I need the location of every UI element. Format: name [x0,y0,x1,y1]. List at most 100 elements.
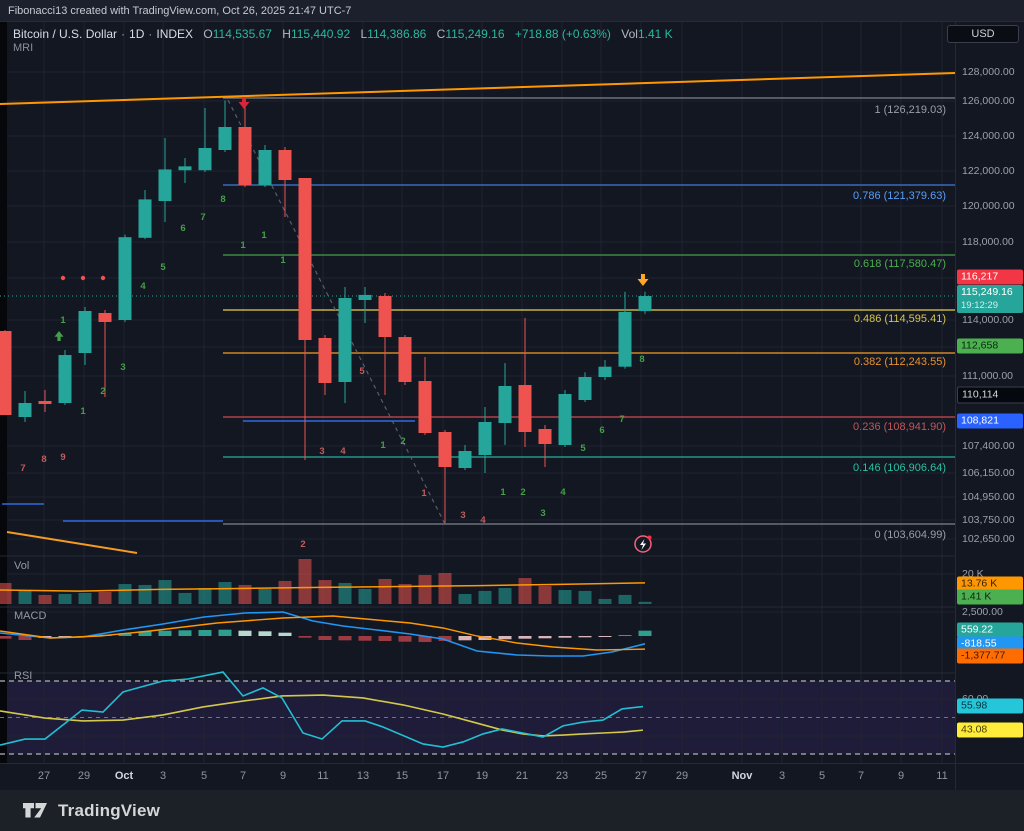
fib-level-label: 1 (126,219.03) [874,104,946,116]
macd-histogram-bar [338,636,352,641]
chart-canvas[interactable]: 1 1 2 3 4 5 6 7 8 1 1 1 1 2 1 2 3 4 5 6 7 8 7 8 9 2 3 4 5 1 3 4 [0,22,955,763]
price-axis-tag: 43.08 [957,722,1023,738]
price-axis-tag: 112,658 [957,338,1023,354]
fib-level-label: 0.486 (114,595.41) [853,313,946,325]
candle-up [458,451,472,468]
time-axis-tick: 29 [77,770,91,782]
time-axis-tick: 5 [200,770,208,782]
volume-bar [138,584,152,604]
volume-bar [378,578,392,604]
macd-histogram-bar [558,636,572,638]
candle-down [298,178,312,341]
fib-level-label: 0.786 (121,379.63) [853,190,946,202]
price-axis-tick: 111,000.00 [962,370,1013,382]
price-axis-tag: -818.55 [957,636,1023,652]
td-count-number: 7 [619,414,624,425]
macd-histogram-bar [158,630,172,636]
macd-histogram-bar [498,636,512,640]
time-axis-tick: 21 [515,770,529,782]
candle-down [418,381,432,433]
price-axis-tag: 116,217 [957,269,1023,285]
td-count-number: 8 [220,194,225,205]
time-axis-tick: 27 [634,770,648,782]
volume-bar [418,574,432,604]
tag-value: 115,249.16 [961,286,1013,298]
volume-bar [238,584,252,604]
tag-value: 108,821 [961,414,999,427]
time-axis-tick: 7 [239,770,247,782]
volume-bar [338,582,352,604]
time-axis-tick: 3 [159,770,167,782]
volume-bar [118,584,132,604]
candle-down [538,429,552,445]
volume-ma-line [0,582,646,592]
candle-up [138,199,152,238]
td-count-number: 1 [421,488,427,499]
volume-pane-label[interactable]: Vol [14,560,30,572]
symbol-title[interactable]: Bitcoin / U.S. Dollar [13,27,118,41]
td-count-number: 1 [80,406,86,417]
time-axis-tick: 19 [475,770,489,782]
candle-down [318,338,332,383]
signal-dot [80,275,86,281]
interval-label[interactable]: 1D [129,27,145,41]
time-axis[interactable]: 27 29 Oct 3 5 7 9 11 13 15 17 19 21 23 25 27 29 Nov 3 5 7 9 11 [0,763,1024,791]
time-axis-tick: 9 [897,770,905,782]
td-count-number: 8 [41,454,46,465]
td-count-number: 3 [120,362,125,373]
volume-bar [0,582,12,604]
time-axis-tick: 25 [594,770,608,782]
volume-bar [38,594,52,604]
macd-histogram-bar [58,636,72,637]
macd-pane-label[interactable]: MACD [14,610,47,622]
macd-histogram-bar [278,632,292,636]
volume-bar [218,582,232,604]
time-axis-tick: 11 [936,770,948,782]
tag-value: 112,658 [961,339,999,352]
volume-bar [58,594,72,604]
flash-badge-dot [647,535,652,540]
tradingview-logo-icon[interactable] [20,800,50,822]
td-count-number: 6 [180,223,185,234]
td-count-number: 4 [140,281,146,292]
macd-line [0,611,646,657]
candle-down [0,331,12,416]
indicator-legend-mri[interactable]: MRI [13,42,34,54]
td-count-number: 1 [280,255,286,266]
candle-down [238,126,252,185]
macd-histogram-bar [298,636,312,638]
exchange-label: INDEX [156,27,194,41]
price-axis-tag: 13.76 K [957,576,1023,592]
candle-down [518,385,532,432]
volume-bar [318,580,332,604]
td-count-number: 3 [460,510,465,521]
footer-brand[interactable]: TradingView [58,800,161,820]
macd-histogram-bar [398,636,412,642]
macd-histogram-bar [518,636,532,639]
rsi-pane-label[interactable]: RSI [14,670,33,682]
signal-dot [100,275,106,281]
open-label: O [203,27,213,41]
candle-up [578,376,592,401]
macd-histogram-bar [638,630,652,636]
macd-histogram-bar [178,630,192,636]
candle-up [358,294,372,301]
td-count-number: 5 [580,443,586,454]
price-axis-tag: -1,377.77 [957,648,1023,664]
td-count-number: 2 [400,436,405,447]
macd-histogram-bar [0,636,12,639]
td-count-number: 5 [359,366,365,377]
volume-bar [438,572,452,604]
tag-value: 559.22 [961,623,994,636]
currency-button[interactable]: USD [947,25,1019,43]
signal-dot [60,275,66,281]
fib-level-label: 0.618 (117,580.47) [853,258,946,270]
candle-down [398,337,412,382]
price-axis-tag: 108,821 [957,413,1023,429]
price-axis-tag: 115,249.16 19:12:29 [957,285,1023,313]
price-axis[interactable]: 128,000.00 126,000.00 124,000.00 122,000.00… [955,22,1024,790]
candle-down [278,150,292,181]
symbol-legend: Bitcoin / U.S. Dollar · 1D · INDEX O114,535.… [13,27,673,41]
fib-level-label: 0 (103,604.99) [874,529,946,541]
volume-bar [158,580,172,604]
